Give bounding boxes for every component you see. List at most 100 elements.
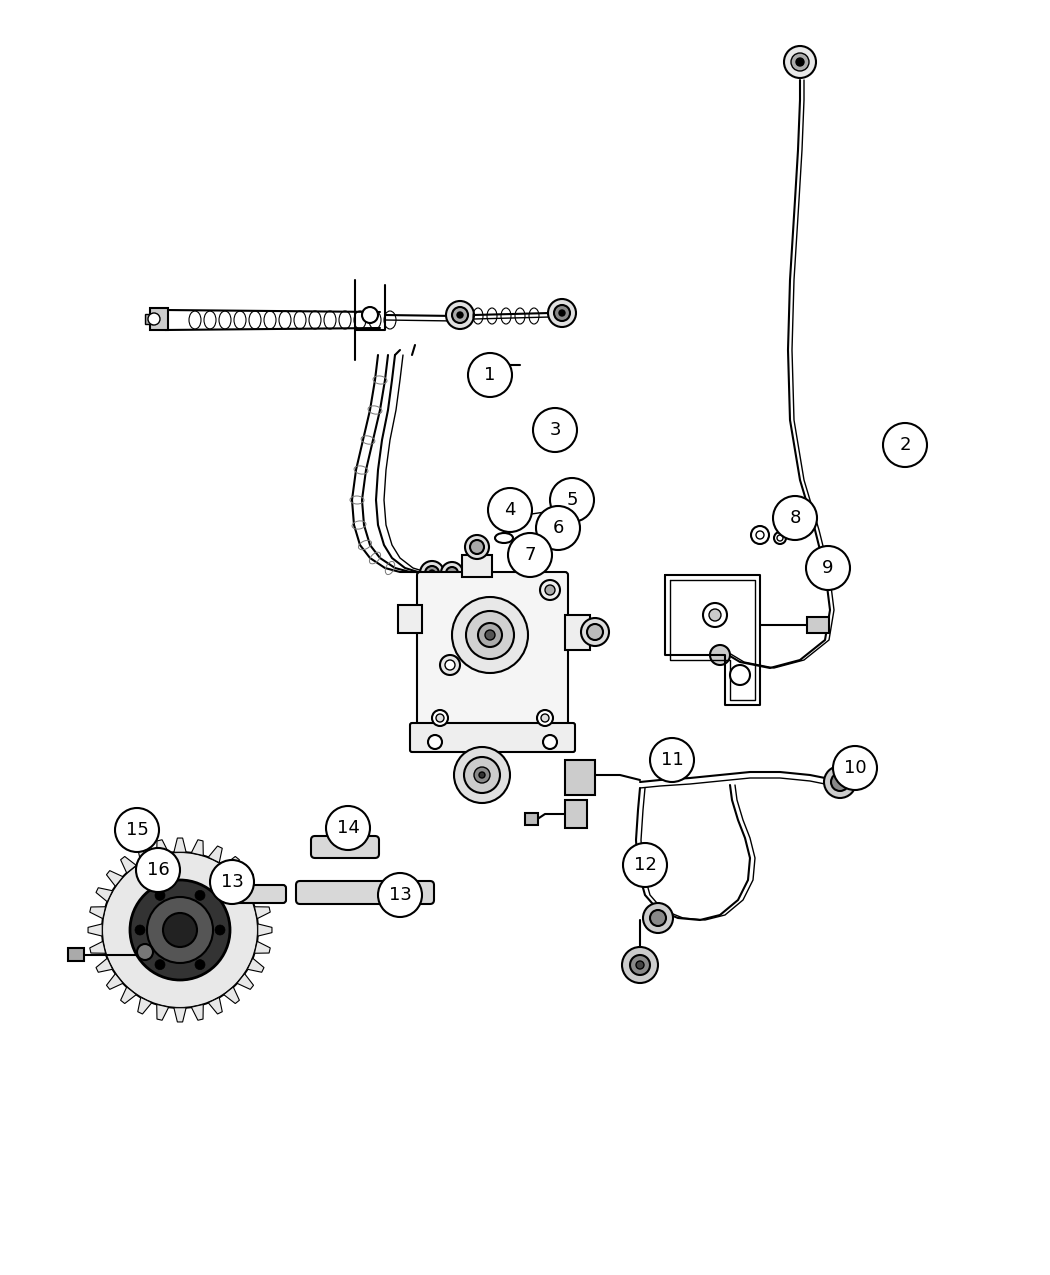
Polygon shape: [156, 840, 169, 856]
Polygon shape: [88, 924, 102, 936]
Circle shape: [195, 890, 205, 900]
Text: 6: 6: [552, 519, 564, 537]
Bar: [807, 617, 830, 632]
Circle shape: [464, 757, 500, 793]
Circle shape: [643, 903, 673, 933]
Text: 16: 16: [147, 861, 169, 878]
Circle shape: [791, 54, 808, 71]
Bar: [565, 799, 587, 827]
Polygon shape: [254, 907, 270, 919]
Circle shape: [581, 618, 609, 646]
Circle shape: [774, 532, 786, 544]
Circle shape: [545, 585, 555, 595]
Polygon shape: [224, 987, 239, 1003]
Circle shape: [773, 496, 817, 541]
Polygon shape: [237, 974, 253, 989]
Circle shape: [883, 423, 927, 467]
Polygon shape: [237, 871, 253, 886]
Circle shape: [378, 873, 422, 917]
Polygon shape: [138, 997, 152, 1014]
Circle shape: [537, 710, 553, 725]
Polygon shape: [89, 941, 106, 954]
Circle shape: [543, 734, 556, 748]
Circle shape: [155, 960, 165, 970]
Circle shape: [130, 880, 230, 980]
Circle shape: [457, 312, 463, 317]
Circle shape: [540, 580, 560, 601]
Circle shape: [326, 806, 370, 850]
Circle shape: [536, 506, 580, 550]
Circle shape: [215, 924, 225, 935]
Circle shape: [554, 305, 570, 321]
Circle shape: [831, 773, 849, 790]
Text: 15: 15: [126, 821, 148, 839]
Circle shape: [441, 562, 463, 584]
Polygon shape: [208, 997, 223, 1014]
Circle shape: [559, 310, 565, 316]
Bar: [68, 949, 84, 961]
Circle shape: [163, 913, 197, 947]
Circle shape: [806, 546, 850, 590]
Circle shape: [102, 852, 258, 1009]
Text: 2: 2: [899, 436, 910, 454]
Bar: [398, 606, 422, 632]
Circle shape: [548, 300, 576, 326]
FancyBboxPatch shape: [417, 572, 568, 733]
Text: 14: 14: [337, 819, 359, 836]
Circle shape: [466, 611, 514, 659]
Polygon shape: [138, 847, 152, 863]
Bar: [150, 309, 168, 330]
Text: 12: 12: [633, 856, 656, 873]
Circle shape: [420, 561, 444, 585]
Circle shape: [777, 536, 783, 541]
FancyBboxPatch shape: [311, 836, 379, 858]
Circle shape: [148, 312, 160, 325]
Circle shape: [508, 533, 552, 578]
FancyBboxPatch shape: [410, 723, 575, 752]
Circle shape: [756, 530, 764, 539]
Circle shape: [479, 771, 485, 778]
Circle shape: [452, 597, 528, 673]
Circle shape: [446, 567, 458, 579]
Bar: [565, 760, 595, 796]
Circle shape: [136, 848, 180, 892]
Circle shape: [485, 630, 495, 640]
Circle shape: [135, 924, 145, 935]
Text: 4: 4: [504, 501, 516, 519]
Circle shape: [454, 747, 510, 803]
Circle shape: [362, 307, 378, 323]
Polygon shape: [208, 847, 223, 863]
Circle shape: [503, 511, 513, 521]
Text: 10: 10: [844, 759, 866, 776]
Circle shape: [465, 536, 489, 558]
Circle shape: [704, 603, 727, 627]
Circle shape: [468, 353, 512, 397]
Circle shape: [210, 861, 254, 904]
Polygon shape: [96, 959, 112, 973]
Circle shape: [440, 655, 460, 674]
Polygon shape: [257, 924, 272, 936]
Polygon shape: [224, 857, 239, 873]
Circle shape: [452, 307, 468, 323]
Circle shape: [428, 734, 442, 748]
Circle shape: [155, 890, 165, 900]
Text: 13: 13: [388, 886, 412, 904]
Bar: [525, 813, 538, 825]
Circle shape: [751, 527, 769, 544]
Circle shape: [116, 808, 159, 852]
Bar: [474, 360, 482, 370]
Circle shape: [470, 541, 484, 555]
Text: 9: 9: [822, 558, 834, 578]
Circle shape: [650, 910, 666, 926]
Circle shape: [796, 57, 804, 66]
Polygon shape: [156, 1005, 169, 1020]
Polygon shape: [174, 838, 186, 852]
Circle shape: [730, 666, 750, 685]
Circle shape: [136, 944, 153, 960]
Bar: [462, 555, 492, 578]
Circle shape: [488, 488, 532, 532]
Bar: [145, 314, 153, 324]
Text: 8: 8: [790, 509, 801, 527]
Circle shape: [432, 710, 448, 725]
Circle shape: [833, 746, 877, 790]
